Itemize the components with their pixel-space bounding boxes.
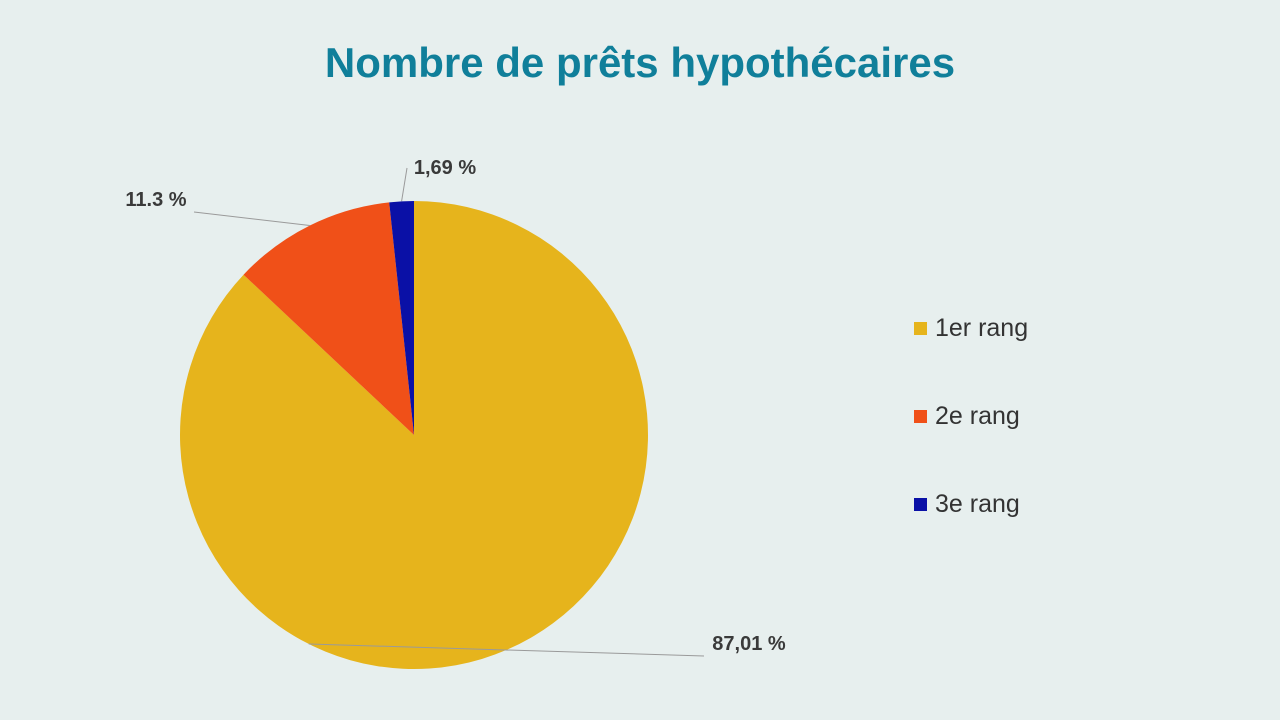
leader-line-1er-rang <box>308 643 705 657</box>
pie-slice-1er-rang <box>179 201 648 669</box>
legend-label-2e-rang: 2e rang <box>935 401 1020 430</box>
legend-swatch-3e-rang <box>914 497 927 511</box>
legend-label-1er-rang: 1er rang <box>935 313 1029 342</box>
pie-slice-2e-rang <box>243 202 414 435</box>
data-label-3e-rang: 1,69 % <box>414 157 476 179</box>
legend-item-2e-rang: 2e rang <box>914 396 1028 436</box>
legend-label-3e-rang: 3e rang <box>935 489 1020 518</box>
chart-legend: 1er rang 2e rang 3e rang <box>914 308 1028 572</box>
data-label-1er-rang: 87,01 % <box>712 633 786 655</box>
leader-line-3e-rang <box>401 167 408 202</box>
pie-slice-3e-rang <box>389 201 414 435</box>
leader-line-2e-rang <box>193 211 310 226</box>
legend-item-1er-rang: 1er rang <box>914 308 1028 348</box>
legend-swatch-2e-rang <box>914 409 927 423</box>
data-label-2e-rang: 11.3 % <box>125 189 186 211</box>
legend-swatch-1er-rang <box>914 321 927 335</box>
chart-title: Nombre de prêts hypothécaires <box>324 39 956 86</box>
legend-item-3e-rang: 3e rang <box>914 484 1028 524</box>
